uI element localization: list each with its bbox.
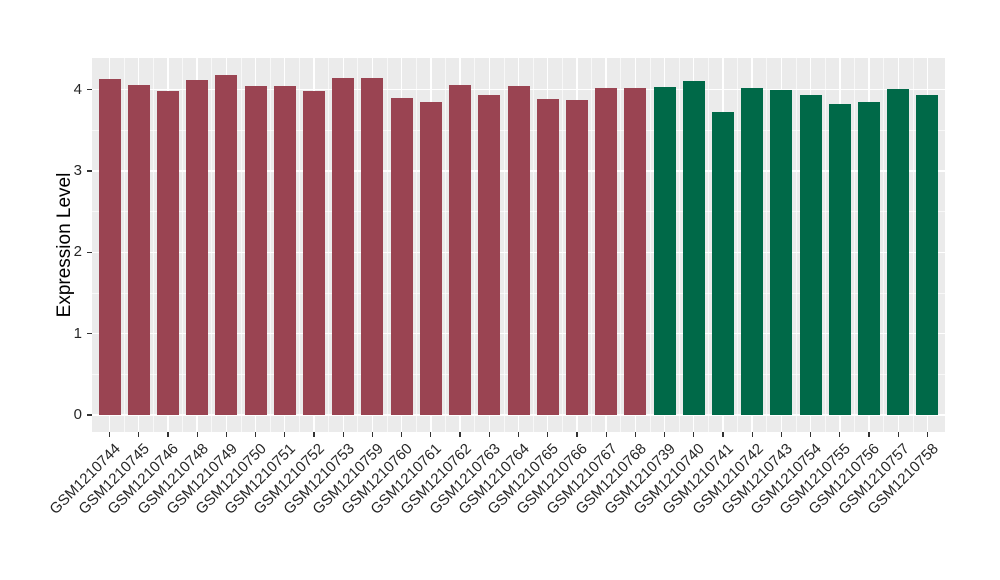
gridline-minor-vertical [503, 58, 505, 432]
bar-GSM1210765 [536, 99, 559, 415]
x-axis-tick [693, 432, 695, 437]
x-axis-tick [839, 432, 841, 437]
bar-GSM1210755 [828, 103, 851, 415]
bar-GSM1210756 [858, 101, 881, 415]
x-axis-tick [459, 432, 461, 437]
bar-GSM1210766 [565, 100, 588, 415]
x-axis-tick [342, 432, 344, 437]
y-axis-tick [87, 170, 92, 172]
x-axis-tick [254, 432, 257, 437]
y-axis-tick [87, 333, 92, 335]
y-tick-label: 2 [73, 243, 82, 261]
bar-GSM1210739 [653, 87, 676, 415]
gridline-minor-vertical [532, 58, 534, 432]
x-axis-tick [926, 432, 929, 437]
gridline-minor-vertical [269, 58, 271, 432]
gridline-minor-vertical [912, 58, 914, 432]
bar-GSM1210743 [770, 89, 793, 415]
bar-GSM1210742 [741, 88, 764, 415]
gridline-minor-vertical [708, 58, 709, 432]
gridline-minor-vertical [561, 58, 563, 432]
gridline-minor-vertical [299, 58, 300, 432]
gridline-minor-vertical [591, 58, 592, 432]
y-tick-label: 4 [73, 80, 82, 98]
bar-GSM1210763 [478, 95, 501, 415]
gridline-minor-vertical [883, 58, 885, 432]
bar-GSM1210758 [916, 95, 939, 415]
gridline-minor-vertical [678, 58, 680, 432]
bar-GSM1210762 [449, 84, 472, 415]
gridline-minor-vertical [854, 58, 855, 432]
gridline-minor-vertical [445, 58, 446, 432]
gridline-minor-vertical [415, 58, 417, 432]
bar-GSM1210759 [361, 77, 384, 415]
bar-GSM1210753 [332, 78, 355, 415]
x-axis-tick [313, 432, 315, 437]
x-axis-tick [547, 432, 549, 437]
gridline-minor-vertical [123, 58, 125, 432]
x-axis-tick [138, 432, 140, 437]
bar-GSM1210750 [244, 86, 267, 415]
bar-GSM1210757 [887, 88, 910, 415]
x-axis-tick [605, 432, 607, 437]
x-axis-tick [868, 432, 870, 437]
x-axis-tick [284, 432, 286, 437]
y-axis-tick [87, 89, 92, 91]
x-axis-tick [225, 432, 227, 437]
y-tick-label: 1 [73, 324, 82, 342]
x-axis-tick [108, 432, 111, 437]
bar-GSM1210767 [595, 88, 618, 415]
gridline-minor-vertical [795, 58, 797, 432]
x-axis-tick [430, 432, 432, 437]
gridline-minor-vertical [620, 58, 622, 432]
bar-GSM1210746 [156, 90, 179, 415]
gridline-minor-vertical [474, 58, 476, 432]
bar-GSM1210760 [390, 97, 413, 415]
bar-GSM1210740 [682, 80, 705, 415]
x-axis-tick [371, 432, 374, 437]
bar-GSM1210745 [127, 84, 150, 415]
gridline-minor-vertical [386, 58, 388, 432]
x-axis-tick [196, 432, 198, 437]
plot-panel [92, 58, 945, 432]
bar-GSM1210761 [419, 101, 442, 415]
bar-GSM1210751 [273, 86, 296, 415]
bar-GSM1210749 [215, 75, 238, 415]
bar-GSM1210741 [711, 111, 734, 415]
gridline-minor-vertical [824, 58, 826, 432]
x-axis-tick [517, 432, 520, 437]
gridline-minor-vertical [152, 58, 154, 432]
gridline-minor-vertical [211, 58, 213, 432]
bar-GSM1210754 [799, 94, 822, 415]
bar-GSM1210764 [507, 85, 530, 415]
y-tick-label: 0 [73, 405, 82, 423]
x-axis-tick [722, 432, 724, 437]
gridline-minor-vertical [649, 58, 651, 432]
x-axis-tick [897, 432, 899, 437]
x-axis-tick [401, 432, 403, 437]
x-axis-tick [167, 432, 169, 437]
gridline-minor-vertical [182, 58, 183, 432]
x-axis-tick [488, 432, 490, 437]
x-axis-tick [810, 432, 812, 437]
x-axis-tick [576, 432, 578, 437]
y-tick-label: 3 [73, 162, 82, 179]
x-axis-tick [634, 432, 636, 437]
y-axis-tick [87, 251, 92, 253]
gridline-minor-vertical [357, 58, 359, 432]
bar-GSM1210744 [98, 79, 121, 415]
x-axis-tick [751, 432, 753, 437]
bar-GSM1210752 [303, 90, 325, 415]
gridline-minor-vertical [328, 58, 330, 432]
gridline-minor-vertical [737, 58, 739, 432]
gridline-minor-vertical [766, 58, 768, 432]
x-axis-tick [780, 432, 782, 437]
y-axis-tick [87, 414, 92, 416]
x-axis-tick [663, 432, 666, 437]
bar-GSM1210768 [624, 88, 647, 415]
bar-GSM1210748 [186, 79, 209, 415]
gridline-minor-vertical [240, 58, 242, 432]
